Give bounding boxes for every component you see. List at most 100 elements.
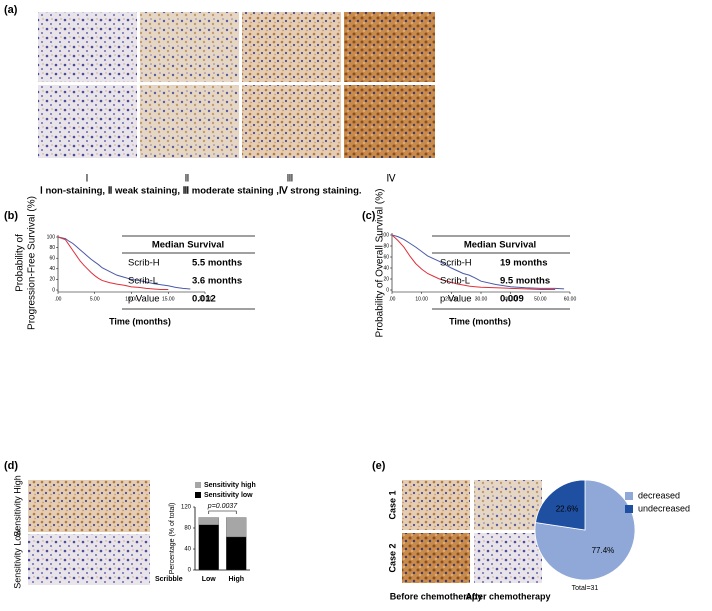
table-title: Median Survival [152, 240, 224, 251]
significance-bracket [208, 510, 237, 514]
legend-label: Sensitivity low [204, 492, 253, 499]
y-tick-label: 20 [383, 276, 389, 282]
x-tick-label: 10.00 [125, 296, 138, 302]
panel-label: (e) [372, 460, 386, 472]
bar-segment [226, 517, 247, 538]
y-tick-label: 0 [386, 287, 389, 293]
table-value: 5.5 months [192, 258, 242, 269]
pie-slice [535, 479, 586, 531]
y-axis-label: Probability of Overall Survival (%) [375, 189, 386, 338]
x-tick-label: .00 [55, 296, 62, 302]
table-value: 0.012 [192, 294, 216, 305]
y-tick-label: 80 [383, 243, 389, 249]
y-tick-label: 60 [49, 256, 55, 262]
y-axis-label: Probability of [15, 234, 26, 292]
x-tick-label: .00 [389, 296, 396, 302]
legend-label: Sensitivity high [204, 482, 256, 489]
y-tick-label: 60 [383, 254, 389, 260]
x-axis-label: Time (months) [109, 316, 171, 326]
row-label: Case 2 [387, 543, 397, 572]
y-tick-label: 120 [181, 505, 192, 511]
y-axis-label: Percentage (% of total) [169, 503, 176, 575]
x-axis-label: Scribble [155, 576, 183, 583]
grade-label: Ⅱ [185, 173, 190, 184]
image [474, 533, 542, 583]
table-value: 0.009 [500, 294, 524, 305]
table-value: 19 months [500, 258, 548, 269]
row-label: Case 1 [387, 490, 397, 519]
legend-swatch [195, 482, 201, 488]
survival-curve [57, 236, 191, 290]
legend-label: decreased [638, 490, 680, 500]
x-axis-label: Time (months) [449, 316, 511, 326]
legend-swatch [625, 492, 633, 500]
annotation: Total=31 [572, 585, 599, 592]
image [402, 533, 470, 583]
y-tick-label: 80 [184, 526, 191, 532]
table-label: p Value [128, 294, 160, 305]
image [402, 480, 470, 530]
survival-curve [391, 234, 556, 290]
table-value: 3.6 months [192, 276, 242, 287]
image [28, 480, 150, 532]
histology-images [28, 12, 542, 585]
pie-slice [534, 479, 636, 581]
x-tick-label: 50.00 [534, 296, 547, 302]
y-tick-label: 100 [47, 234, 56, 240]
x-tick-label: High [228, 576, 244, 583]
x-tick-label: 5.00 [90, 296, 100, 302]
image [474, 480, 542, 530]
y-tick-label: 0 [188, 568, 192, 574]
caption: Ⅰ non-staining, Ⅱ weak staining, Ⅲ moder… [40, 186, 362, 197]
y-tick-label: 0 [52, 287, 55, 293]
bar-segment [226, 536, 247, 571]
bar-segment [198, 517, 219, 525]
image [38, 12, 137, 82]
x-tick-label: 10.00 [415, 296, 428, 302]
grade-label: Ⅳ [386, 173, 396, 184]
x-tick-label: Low [202, 576, 217, 583]
x-tick-label: 40.00 [504, 296, 517, 302]
column-label: Before chemotherapy [390, 591, 483, 601]
legend-swatch [625, 505, 633, 513]
grade-label: Ⅲ [287, 173, 294, 184]
image [242, 85, 341, 158]
image [140, 85, 239, 158]
x-tick-label: 30.00 [475, 296, 488, 302]
x-tick-label: 15.00 [162, 296, 175, 302]
table-label: Scrib-L [128, 276, 158, 287]
survival-curve [391, 234, 565, 290]
table-title: Median Survival [464, 240, 536, 251]
table-label: Scrib-H [128, 258, 160, 269]
image [242, 12, 341, 82]
slice-label: 77.4% [592, 546, 615, 555]
image [28, 534, 150, 585]
legend-label: undecreased [638, 503, 690, 513]
x-tick-label: 20.00 [199, 296, 212, 302]
y-axis-label: Progression-Free Survival (%) [27, 196, 38, 330]
image-label: Sensitivity High [12, 475, 22, 537]
table-value: 9.5 months [500, 276, 550, 287]
y-tick-label: 40 [49, 266, 55, 272]
image [140, 12, 239, 82]
image [344, 12, 435, 82]
x-tick-label: 20.00 [445, 296, 458, 302]
table-label: p Value [440, 294, 472, 305]
image [344, 85, 435, 158]
table-label: Scrib-H [440, 258, 472, 269]
grade-label: Ⅰ [86, 173, 89, 184]
y-tick-label: 80 [49, 245, 55, 251]
survival-curve [57, 236, 169, 290]
bar-segment [198, 524, 219, 571]
slice-label: 22.6% [556, 504, 579, 513]
column-label: After chemotherapy [465, 591, 550, 601]
annotation: p=0.0037 [207, 503, 238, 510]
y-tick-label: 40 [184, 547, 191, 553]
panel-label: (a) [4, 4, 18, 16]
panel-label: (d) [4, 460, 18, 472]
legend-swatch [195, 492, 201, 498]
y-tick-label: 20 [49, 277, 55, 283]
x-tick-label: 60.00 [564, 296, 577, 302]
image-label: Sensitivity Low [12, 529, 22, 589]
